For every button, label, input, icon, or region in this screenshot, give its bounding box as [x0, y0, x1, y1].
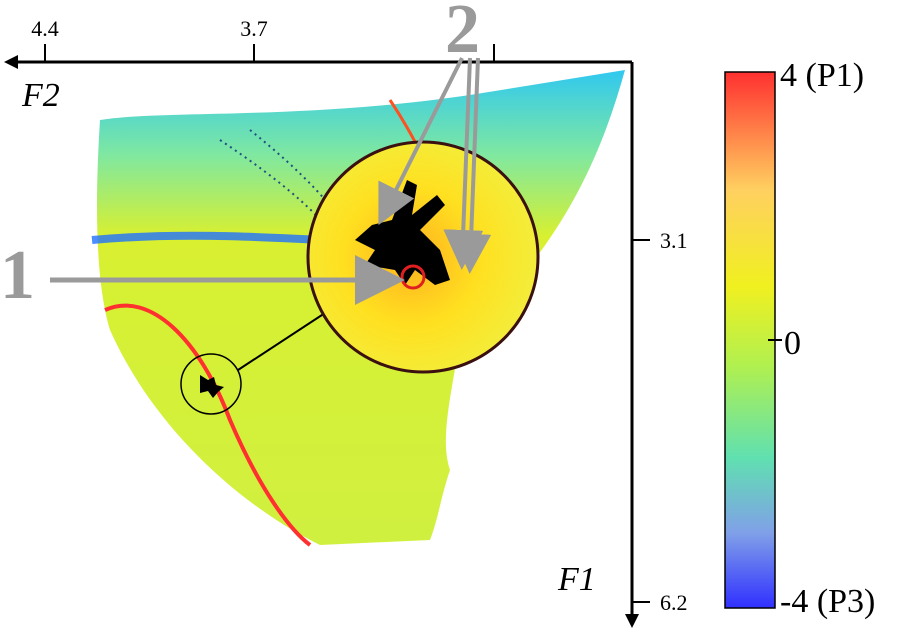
- dots: [219, 129, 361, 261]
- tick-label: 3.7: [240, 16, 268, 41]
- tick-label: 6.2: [660, 590, 688, 615]
- annotation: 1: [0, 237, 35, 314]
- arrow: [4, 55, 18, 69]
- colorbar-label: 0: [784, 325, 801, 362]
- tick-label: 4.4: [31, 16, 59, 41]
- arrow: [625, 614, 639, 628]
- axis-label: F2: [21, 77, 60, 114]
- small-circle: [180, 353, 242, 415]
- zoom-line: [237, 312, 326, 371]
- red-curve: [104, 303, 312, 547]
- colorbar-label: 4 (P1): [780, 57, 864, 94]
- colorbar: [724, 71, 776, 609]
- arrow: [378, 57, 464, 226]
- tick-label: 3.1: [660, 228, 688, 253]
- axis-label: F1: [557, 561, 596, 598]
- arrow: [443, 57, 484, 270]
- colorbar-label: -4 (P3): [780, 583, 875, 620]
- annotation: 2: [445, 0, 480, 68]
- blob: [200, 375, 224, 398]
- arrow: [451, 57, 492, 274]
